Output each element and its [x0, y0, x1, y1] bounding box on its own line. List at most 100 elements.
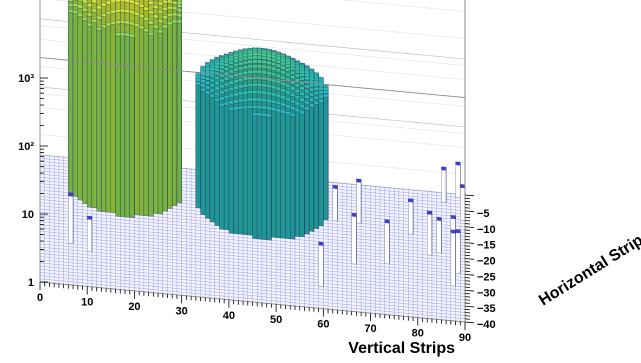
bar-top-face — [290, 75, 296, 80]
bar-top-face — [290, 86, 296, 91]
y-tick-label: −40 — [477, 319, 496, 331]
bar-top-face — [157, 19, 163, 24]
bar-top-face — [148, 31, 154, 36]
x-tick-label: 90 — [459, 332, 471, 344]
bar-front-face — [257, 115, 263, 240]
bar-top-face — [214, 98, 220, 103]
bar-top-face — [309, 103, 315, 108]
bar-front-face — [309, 106, 315, 232]
bar-top-face — [275, 63, 281, 68]
bar-top-face — [124, 9, 130, 14]
bar-top-face — [139, 3, 145, 8]
histogram-bar — [309, 103, 315, 232]
bar-top-face — [252, 69, 258, 74]
bar-top-face — [275, 101, 281, 106]
histogram-bar — [91, 18, 97, 209]
bar-top-face — [285, 90, 291, 95]
bar-top-face — [290, 66, 296, 71]
bar-top-face — [242, 90, 248, 95]
bar-top-face — [266, 71, 272, 76]
bar-top-face — [247, 52, 253, 57]
bar-top-face — [247, 90, 253, 95]
histogram-bar — [384, 219, 390, 265]
bar-top-face — [261, 59, 267, 64]
bar-front-face — [72, 13, 78, 197]
bar-top-face — [309, 83, 315, 88]
bar-top-face — [275, 108, 281, 113]
bar-top-face — [209, 83, 215, 88]
x-tick-label: 30 — [176, 305, 188, 317]
bar-top-face — [238, 54, 244, 59]
bar-front-face — [77, 15, 83, 201]
histogram-bar — [408, 198, 414, 235]
bar-top-face — [162, 15, 168, 20]
bar-top-face — [148, 0, 154, 5]
bar-top-face — [233, 85, 239, 90]
histogram-bar — [219, 102, 225, 230]
bar-top-face — [233, 92, 239, 97]
histogram-bar — [356, 178, 362, 224]
bar-top-face — [280, 75, 286, 80]
bar-top-face — [82, 7, 88, 12]
bar-front-face — [224, 104, 230, 231]
histogram-bar — [87, 22, 93, 208]
bar-top-face — [247, 70, 253, 75]
bar-top-face — [304, 100, 310, 105]
floor-gridline-y — [39, 275, 466, 316]
bar-top-face — [275, 80, 281, 84]
bar-top-face — [105, 0, 111, 5]
y-major-tick — [464, 321, 475, 324]
histogram-bar — [247, 105, 253, 236]
bar-top-face — [224, 88, 230, 93]
bar-front-face — [148, 34, 154, 217]
z-tick-label: 1 — [28, 277, 34, 289]
bar-top-face — [280, 95, 286, 100]
histogram-bar — [96, 26, 102, 212]
bar-top-face — [285, 104, 291, 109]
bar-front-face — [455, 232, 461, 275]
bar-top-face — [143, 6, 149, 11]
histogram-bar — [172, 19, 178, 207]
bar-top-face — [252, 55, 258, 60]
bar-front-face — [275, 111, 281, 239]
bar-top-face — [290, 92, 296, 97]
bar-top-face — [238, 91, 244, 96]
bar-top-face — [143, 0, 149, 2]
bar-front-face — [436, 220, 442, 254]
bar-front-face — [176, 22, 182, 204]
bar-top-face — [261, 98, 267, 103]
histogram-bar — [87, 215, 93, 253]
bar-front-face — [68, 12, 74, 194]
bar-top-face — [266, 65, 272, 70]
bar-top-face — [455, 161, 461, 166]
y-tick-label: −5 — [477, 208, 490, 220]
frame-edge — [39, 57, 466, 99]
bar-top-face — [233, 106, 239, 111]
bar-front-face — [356, 181, 362, 224]
bar-top-face — [242, 70, 248, 75]
bar-top-face — [257, 59, 263, 64]
bar-top-face — [172, 19, 178, 24]
bar-front-face — [129, 36, 135, 219]
bar-top-face — [261, 105, 267, 110]
bar-top-face — [247, 105, 253, 109]
bar-top-face — [115, 32, 121, 37]
histogram-bar — [460, 184, 466, 221]
histogram-bar — [139, 25, 145, 216]
histogram-bar — [105, 22, 111, 213]
bar-top-face — [252, 82, 258, 87]
bar-front-face — [68, 195, 74, 244]
bar-top-face — [261, 64, 267, 69]
bar-front-face — [87, 218, 93, 253]
bar-top-face — [129, 0, 135, 4]
bar-top-face — [68, 9, 74, 14]
bar-top-face — [129, 10, 135, 15]
bar-top-face — [384, 219, 390, 224]
bar-top-face — [247, 59, 253, 64]
bar-top-face — [157, 29, 163, 34]
bar-top-face — [271, 66, 277, 71]
bar-top-face — [219, 96, 225, 101]
histogram-bar — [271, 107, 277, 238]
histogram-bar — [285, 111, 291, 240]
